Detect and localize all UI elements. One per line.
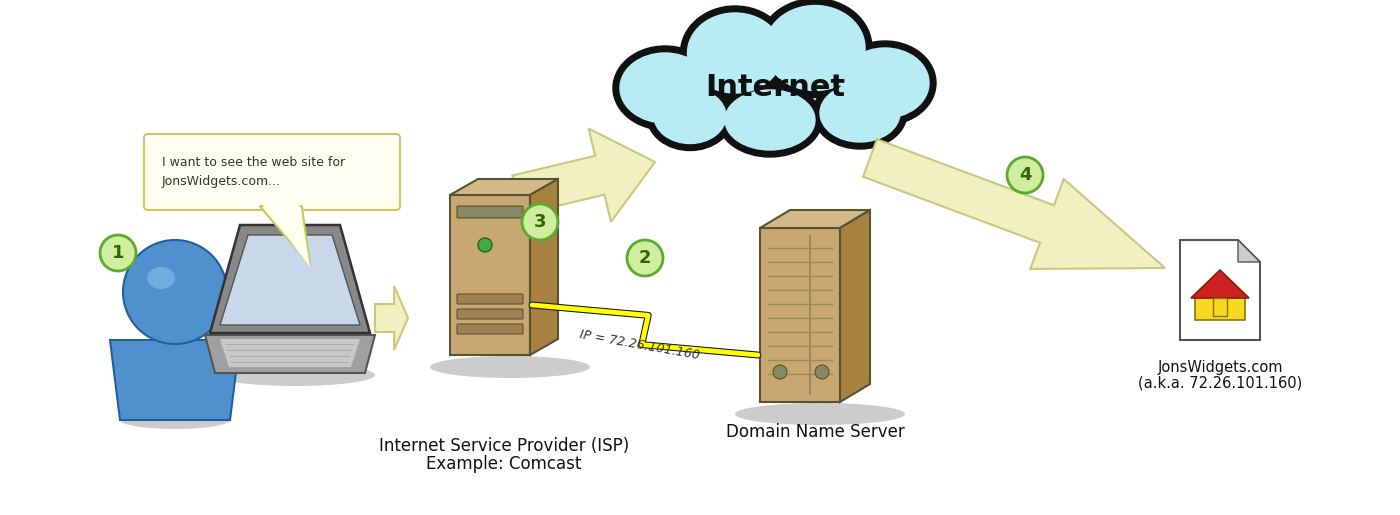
- Ellipse shape: [216, 364, 375, 386]
- Polygon shape: [862, 139, 1165, 269]
- Text: Example: Comcast: Example: Comcast: [427, 455, 581, 473]
- FancyBboxPatch shape: [456, 309, 524, 319]
- FancyBboxPatch shape: [456, 324, 524, 334]
- Ellipse shape: [725, 90, 815, 150]
- Circle shape: [477, 238, 491, 252]
- Polygon shape: [1180, 240, 1260, 340]
- Polygon shape: [375, 286, 407, 350]
- Polygon shape: [840, 210, 869, 402]
- Polygon shape: [210, 225, 370, 333]
- Text: 4: 4: [1019, 166, 1032, 184]
- Circle shape: [1007, 157, 1043, 193]
- Text: IP = 72.26.101.160: IP = 72.26.101.160: [580, 328, 701, 362]
- Ellipse shape: [834, 41, 937, 125]
- Polygon shape: [512, 129, 655, 222]
- Text: I want to see the web site for
JonsWidgets.com...: I want to see the web site for JonsWidge…: [162, 157, 346, 187]
- Ellipse shape: [680, 6, 790, 100]
- Polygon shape: [262, 204, 309, 267]
- Ellipse shape: [430, 356, 589, 378]
- Text: Internet Service Provider (ISP): Internet Service Provider (ISP): [379, 437, 629, 455]
- Ellipse shape: [120, 411, 230, 429]
- Ellipse shape: [654, 89, 727, 144]
- Text: (a.k.a. 72.26.101.160): (a.k.a. 72.26.101.160): [1138, 376, 1302, 391]
- Text: 1: 1: [112, 244, 125, 262]
- FancyBboxPatch shape: [144, 134, 400, 210]
- Ellipse shape: [764, 6, 865, 91]
- Ellipse shape: [757, 0, 872, 97]
- Polygon shape: [449, 179, 559, 195]
- Polygon shape: [760, 210, 869, 228]
- Ellipse shape: [647, 81, 734, 150]
- Circle shape: [773, 365, 787, 379]
- Polygon shape: [449, 195, 531, 355]
- Polygon shape: [760, 228, 840, 402]
- Circle shape: [123, 240, 227, 344]
- Polygon shape: [220, 339, 360, 367]
- Polygon shape: [259, 206, 309, 265]
- Ellipse shape: [718, 83, 822, 157]
- Text: JonsWidgets.com: JonsWidgets.com: [1158, 360, 1282, 375]
- Polygon shape: [1191, 270, 1249, 298]
- Ellipse shape: [687, 13, 783, 93]
- Text: 2: 2: [638, 249, 651, 267]
- Text: Domain Name Server: Domain Name Server: [725, 423, 904, 441]
- Ellipse shape: [820, 84, 900, 142]
- FancyBboxPatch shape: [456, 294, 524, 304]
- Circle shape: [522, 204, 559, 240]
- Text: 3: 3: [533, 213, 546, 231]
- Ellipse shape: [841, 48, 930, 118]
- Circle shape: [627, 240, 664, 276]
- Text: Internet: Internet: [706, 74, 846, 102]
- Polygon shape: [1238, 240, 1260, 262]
- Circle shape: [99, 235, 136, 271]
- Ellipse shape: [147, 267, 175, 289]
- Polygon shape: [220, 235, 360, 325]
- Polygon shape: [111, 340, 239, 420]
- Polygon shape: [531, 179, 559, 355]
- Ellipse shape: [613, 46, 717, 130]
- FancyBboxPatch shape: [456, 206, 524, 218]
- FancyBboxPatch shape: [1212, 298, 1226, 316]
- Circle shape: [815, 365, 829, 379]
- Ellipse shape: [735, 403, 904, 425]
- Polygon shape: [204, 335, 375, 373]
- Ellipse shape: [620, 53, 710, 123]
- Ellipse shape: [813, 77, 907, 149]
- Polygon shape: [1196, 298, 1245, 320]
